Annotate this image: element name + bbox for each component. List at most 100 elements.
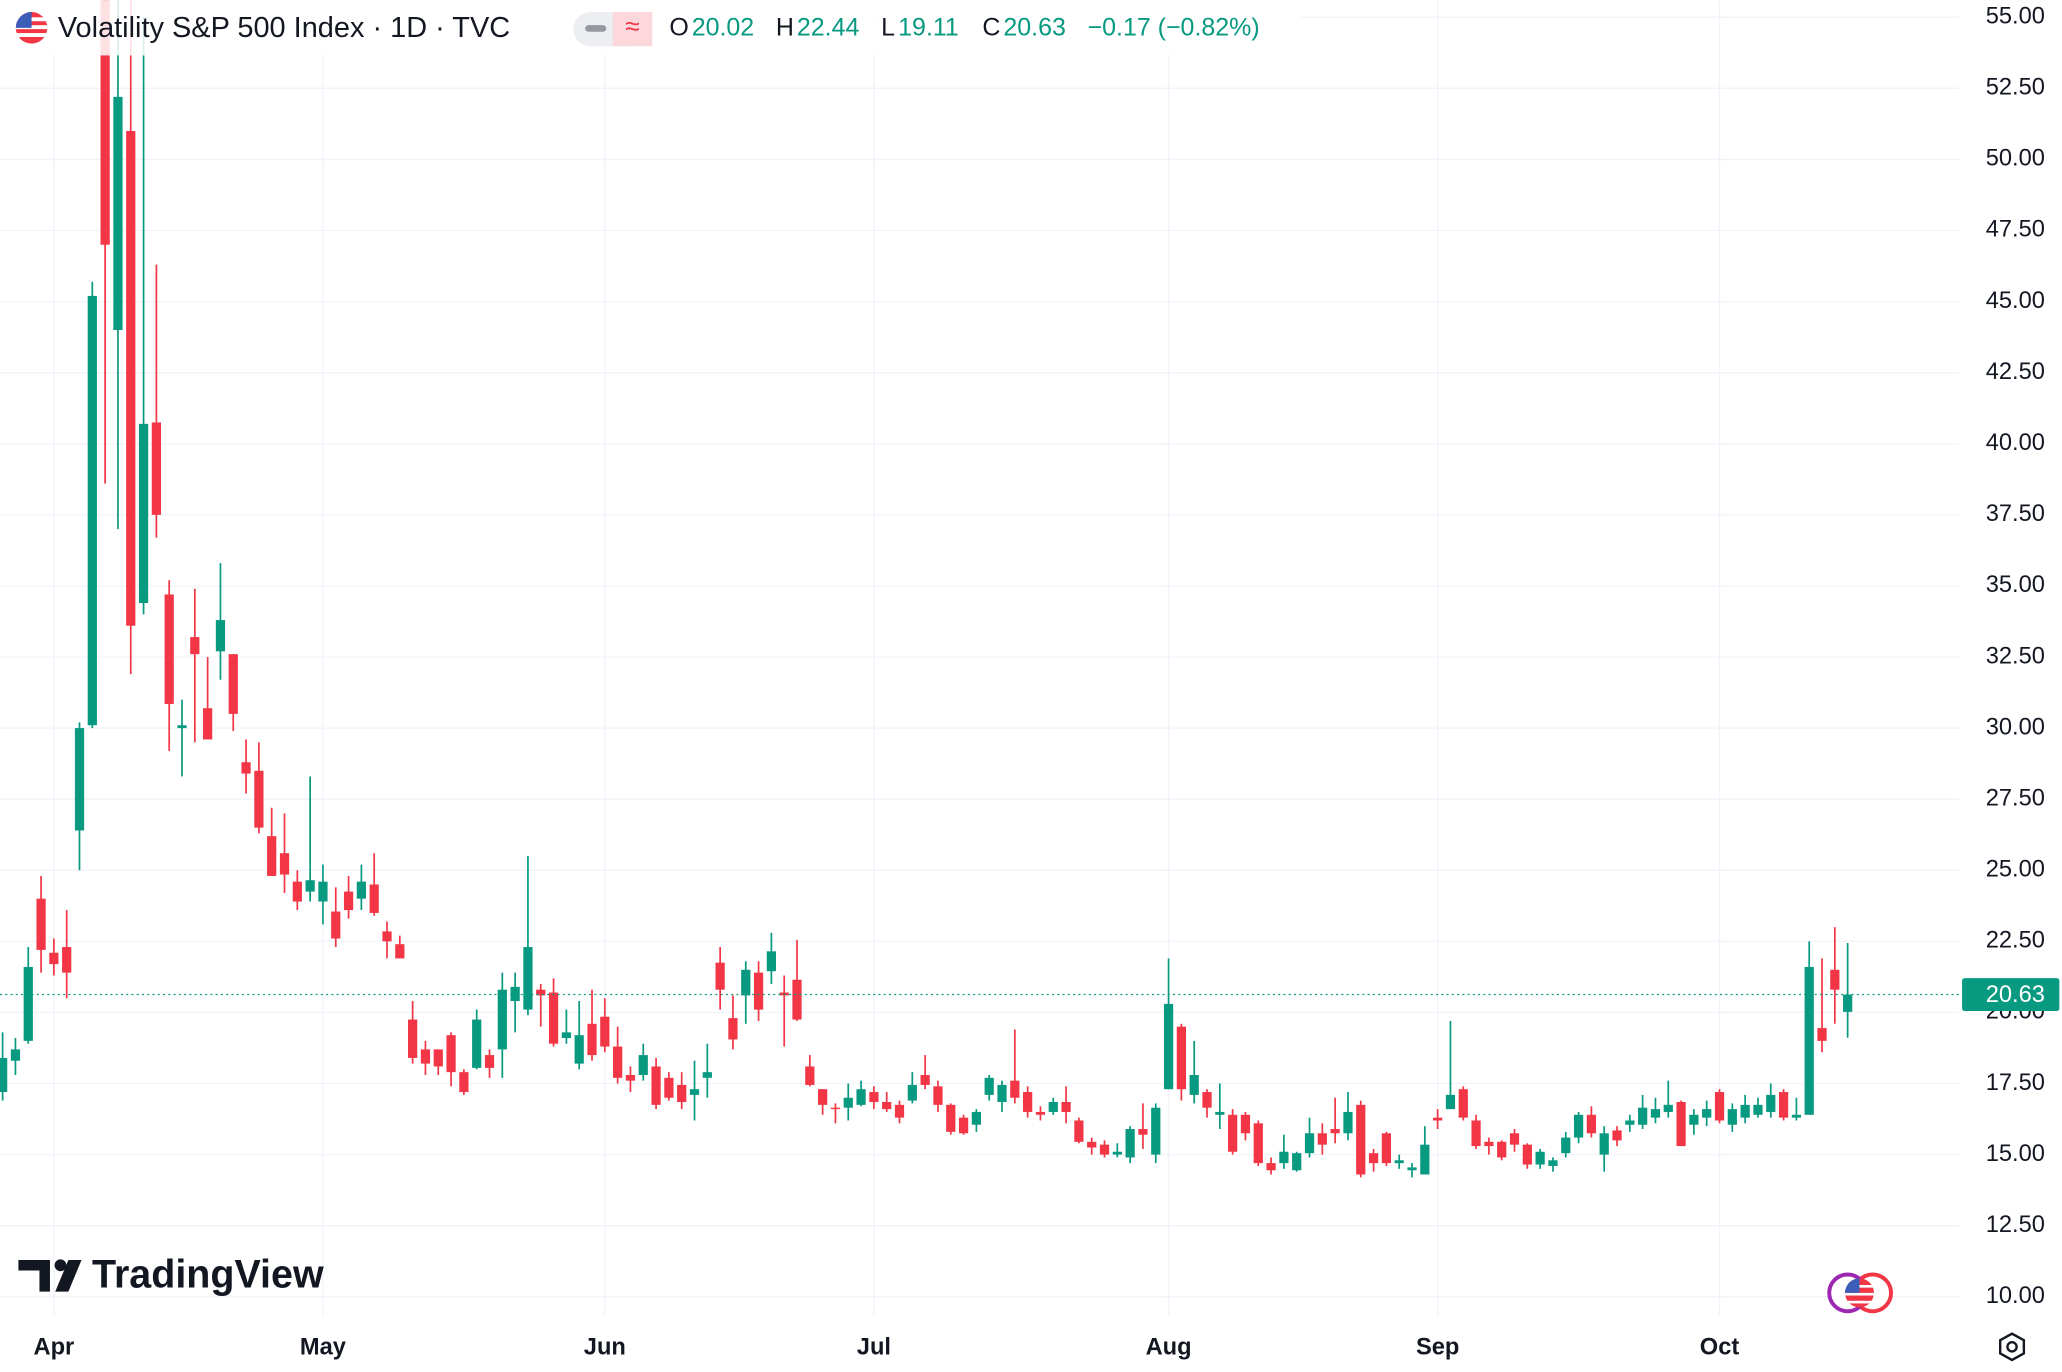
candle-body [818,1089,828,1105]
pill-wave[interactable] [612,12,653,47]
candle-body [1843,994,1853,1012]
logo-part [54,1259,67,1272]
y-tick-label: 42.50 [1986,359,2045,385]
high-label: H [776,14,794,42]
candle-body [587,1023,597,1056]
candle-body [215,620,226,652]
candle-body [408,1019,418,1058]
y-tick-label: 15.00 [1986,1141,2045,1167]
candle-body [459,1072,469,1093]
x-tick-label: Jun [584,1334,626,1360]
candle-body [1151,1107,1161,1155]
candle-body [1202,1092,1212,1108]
candle-body [113,96,123,331]
y-tick-label: 47.50 [1986,217,2045,243]
candle-body [484,1055,495,1068]
candle-body [523,947,533,1010]
y-tick-label: 22.50 [1986,928,2045,954]
candle-body [1650,1109,1661,1118]
close-value: 20.63 [1003,14,1065,42]
candle-body [1010,1080,1020,1098]
flag-icon [15,12,48,44]
legend-header: Volatility S&P 500 Index · 1D · TVC ≈ O … [0,0,1302,56]
y-tick-label: 45.00 [1986,288,2045,314]
candle-body [1176,1026,1187,1090]
settings-icon[interactable] [1999,1332,2026,1362]
candle-body [805,1066,815,1085]
last-price-label: 20.63 [1986,982,2045,1008]
candle-body [87,295,97,726]
candle-body [292,881,302,902]
candle-body [1381,1133,1392,1164]
candle-body [1023,1092,1033,1112]
candle-body [638,1055,648,1075]
candle-body [305,880,315,892]
candle-body [651,1066,661,1105]
candle-body [1138,1129,1148,1135]
candle-body [548,992,559,1044]
x-tick-label: May [300,1334,347,1360]
candle-body [1215,1111,1225,1115]
candle-body [1087,1141,1097,1148]
x-tick-label: Jul [857,1334,891,1360]
candle-body [1112,1151,1122,1155]
candle-body [1240,1114,1251,1134]
y-tick-label: 30.00 [1986,714,2045,740]
candle-body [1561,1137,1571,1154]
candle-body [792,979,802,1020]
logo-part [55,1260,82,1292]
candle-body [1163,1003,1174,1090]
candle-body [1740,1104,1750,1118]
candle-body [1497,1141,1507,1158]
y-tick-label: 50.00 [1986,146,2045,172]
candle-body [1061,1102,1071,1112]
candle-body [23,966,33,1041]
candle-body [843,1097,853,1108]
candle-body [241,762,251,774]
flags-badge[interactable] [1827,1272,1894,1314]
y-tick-label: 17.50 [1986,1070,2045,1096]
pill-dash [585,25,607,32]
high-value: 22.44 [797,14,860,42]
candle-body [625,1074,636,1081]
candle-body [574,1035,584,1064]
logo-part [18,1260,50,1292]
y-tick-label: 40.00 [1986,430,2045,456]
candle-body [1458,1089,1468,1118]
candle-body [151,422,161,515]
candle-body [1753,1104,1763,1115]
candle-body [228,654,238,714]
candle-body [1074,1120,1084,1142]
candle-body [702,1072,712,1078]
candle-body [1228,1114,1238,1152]
y-tick-label: 25.00 [1986,857,2045,883]
y-tick-label: 12.50 [1986,1212,2045,1238]
candle-body [1689,1114,1699,1125]
candle-body [126,130,136,626]
candle-body [984,1077,994,1095]
candle-body [420,1049,431,1064]
candle-body [177,725,187,729]
low-value: 19.11 [898,14,959,42]
candle-body [0,1057,8,1093]
candle-body [869,1092,879,1103]
candle-body [741,969,751,996]
candle-body [1817,1028,1827,1041]
candle-body [1509,1133,1520,1145]
candle-body [1035,1111,1046,1115]
candle-body [1778,1092,1789,1118]
wave-icon: ≈ [625,11,639,41]
candle-body [1343,1111,1353,1134]
x-tick-label: Sep [1416,1334,1459,1360]
candle-body [1356,1104,1366,1175]
candle-body [1330,1129,1340,1134]
candle-body [1522,1144,1532,1165]
candle-body [613,1046,623,1078]
y-tick-label: 37.50 [1986,501,2045,527]
watermark-text: TradingView [92,1253,324,1297]
candle-body [446,1035,456,1073]
candle-body [997,1084,1007,1103]
symbol-title: Volatility S&P 500 Index · 1D · TVC [58,12,510,44]
